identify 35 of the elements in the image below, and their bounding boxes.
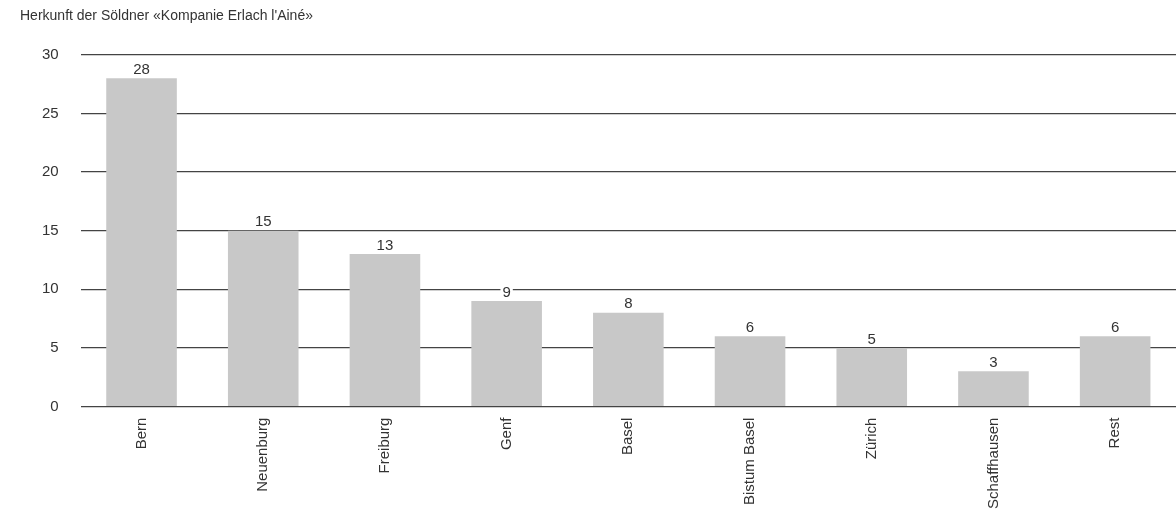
data-label: 8 [624, 294, 633, 312]
data-label: 3 [989, 353, 998, 370]
bar [227, 230, 299, 406]
bar [106, 78, 177, 406]
x-tick-label: Freiburg [375, 417, 393, 474]
y-tick-label: 15 [42, 220, 59, 238]
y-tick-label: 0 [50, 396, 59, 414]
y-tick-label: 30 [42, 44, 59, 62]
x-tick-label: Basel [618, 417, 636, 456]
bar [714, 336, 786, 406]
y-tick-label: 25 [42, 103, 59, 121]
chart-title: Herkunft der Söldner «Kompanie Erlach l'Ainé» [20, 7, 314, 24]
data-label: 6 [1110, 317, 1120, 335]
x-tick-label: Zürich [861, 417, 879, 460]
x-tick-label: Schaffhausen [983, 417, 1001, 509]
bar [836, 347, 908, 406]
y-tick-label: 5 [50, 338, 59, 356]
data-label: 28 [133, 59, 150, 77]
bar [471, 301, 542, 406]
data-label: 5 [867, 329, 876, 347]
x-tick-label: Rest [1105, 416, 1123, 449]
data-label: 6 [745, 317, 755, 335]
y-tick-label: 20 [42, 162, 59, 180]
x-tick-label: Bern [131, 417, 149, 450]
bar [1079, 336, 1151, 406]
x-tick-label: Neuenburg [253, 417, 271, 492]
bar [958, 371, 1029, 406]
y-tick-label: 10 [42, 279, 59, 297]
x-tick-label: Bistum Basel [740, 417, 758, 506]
data-label: 13 [376, 235, 394, 253]
data-label: 15 [254, 212, 272, 230]
bar [593, 312, 664, 406]
bar [349, 254, 421, 406]
x-tick-label: Genf [496, 416, 514, 451]
data-label: 9 [502, 282, 511, 300]
